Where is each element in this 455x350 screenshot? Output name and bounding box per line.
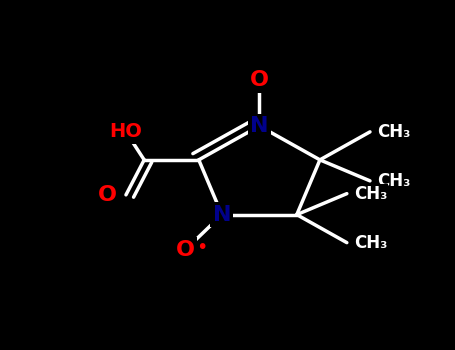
Text: CH₃: CH₃ xyxy=(354,234,387,252)
Text: CH₃: CH₃ xyxy=(377,123,410,141)
Text: CH₃: CH₃ xyxy=(377,172,410,190)
Text: N: N xyxy=(250,116,268,136)
Text: O: O xyxy=(176,240,195,260)
Text: CH₃: CH₃ xyxy=(354,185,387,203)
Text: HO: HO xyxy=(110,122,142,141)
Text: O: O xyxy=(250,70,269,91)
Text: O: O xyxy=(98,185,117,205)
Text: •: • xyxy=(196,238,207,257)
Text: N: N xyxy=(212,205,231,225)
